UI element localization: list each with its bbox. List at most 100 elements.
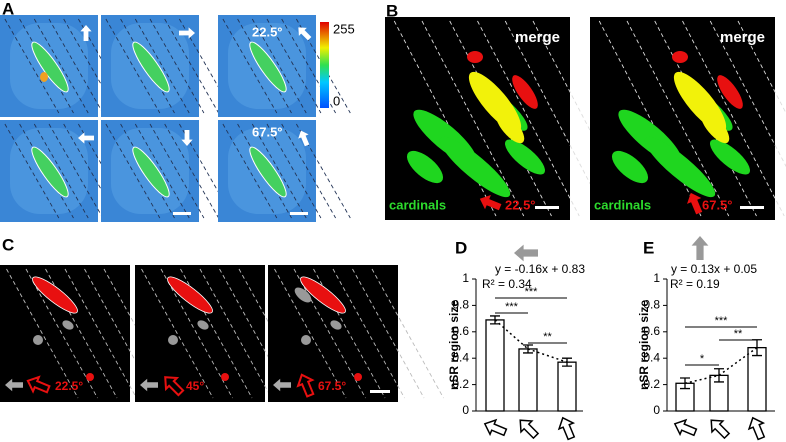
bar (485, 319, 505, 412)
blob (300, 276, 346, 314)
y-tick-label: 0.8 (452, 298, 469, 312)
guide-line (332, 268, 405, 399)
y-tick-label: 1 (462, 271, 469, 285)
guide-line (6, 268, 79, 399)
blob (644, 136, 716, 198)
r-squared: R² = 0.34 (482, 277, 532, 291)
panel-label: B (386, 1, 398, 20)
blob (197, 320, 209, 330)
significance-label: ** (543, 331, 552, 343)
blob (62, 320, 74, 330)
arrow-icon (514, 244, 538, 262)
guide-line (141, 268, 214, 399)
image-tile (385, 17, 570, 220)
arrow-icon (747, 416, 766, 441)
equation: y = -0.16x + 0.83 (495, 262, 585, 276)
trend-segment (494, 319, 529, 350)
blob (467, 51, 483, 63)
colorbar-label: 255 (333, 21, 355, 36)
image-tile (590, 17, 775, 220)
angle-label: 22.5° (252, 24, 283, 39)
colorbar (320, 22, 329, 108)
image-title: merge (515, 29, 560, 46)
significance-label: ** (734, 328, 743, 340)
arrow-icon (273, 378, 291, 392)
guide-line (25, 268, 98, 399)
y-tick-label: 0.2 (452, 377, 469, 391)
significance-label: * (700, 353, 705, 365)
image-tile (268, 265, 398, 402)
legend-label: cardinals (389, 197, 446, 212)
blob (439, 136, 511, 198)
bar (518, 348, 538, 412)
guide-line (274, 268, 347, 399)
blob (31, 146, 69, 198)
blob (40, 72, 48, 82)
panel-label: E (643, 238, 654, 257)
panel-label: C (2, 235, 14, 254)
scale-bar (535, 206, 559, 209)
angle-label: 67.5° (702, 197, 733, 212)
significance-label: *** (715, 315, 729, 327)
guide-line (709, 20, 786, 168)
scale-bar (370, 390, 390, 393)
image-tile (135, 265, 265, 402)
y-tick-label: 0 (653, 403, 660, 417)
scale-bar (173, 212, 191, 215)
arrow-icon (298, 130, 310, 147)
arrow-icon (78, 132, 94, 144)
r-squared: R² = 0.19 (670, 277, 720, 291)
y-tick-label: 0.6 (643, 324, 660, 338)
blob (249, 41, 287, 93)
scale-bar (740, 206, 764, 209)
arrow-icon (479, 195, 502, 211)
guide-line (371, 268, 444, 399)
blob (221, 373, 229, 381)
y-tick-label: 1 (653, 271, 660, 285)
legend-label: cardinals (594, 197, 651, 212)
blob (406, 150, 444, 184)
arrow-icon (483, 418, 508, 437)
significance-label: *** (505, 301, 519, 313)
arrow-icon (557, 416, 576, 441)
blob (31, 41, 69, 93)
blob (672, 51, 688, 63)
arrow-icon (5, 378, 23, 392)
colorbar-label: 0 (333, 93, 340, 108)
blob (504, 139, 546, 175)
blob (512, 75, 538, 109)
blob (717, 75, 743, 109)
blob (611, 150, 649, 184)
equation: y = 0.13x + 0.05 (671, 262, 757, 276)
blob (249, 146, 287, 198)
blob (32, 276, 78, 314)
guide-line (737, 20, 786, 114)
blob (354, 373, 362, 381)
guide-line (64, 268, 137, 399)
arrow-icon (179, 27, 195, 39)
arrow-icon (298, 27, 312, 41)
blob (132, 41, 170, 93)
arrow-icon (710, 419, 731, 440)
blob (132, 146, 170, 198)
y-tick-label: 0.4 (452, 350, 469, 364)
guide-line (421, 20, 525, 217)
panel-label: D (455, 238, 467, 257)
guide-line (160, 268, 233, 399)
bar (557, 361, 577, 412)
arrow-icon (296, 373, 315, 398)
blob (33, 335, 43, 345)
scale-bar (290, 212, 308, 215)
arrow-icon (673, 418, 698, 437)
arrow-icon (687, 192, 703, 215)
guide-line (654, 20, 757, 217)
blob (167, 276, 213, 314)
guide-line (352, 268, 425, 399)
arrow-icon (519, 419, 540, 440)
panel-label: A (2, 0, 14, 18)
y-tick-label: 0.6 (452, 324, 469, 338)
arrow-icon (26, 375, 51, 394)
y-tick-label: 0.8 (643, 298, 660, 312)
y-axis-label: nSR region size (447, 300, 461, 390)
